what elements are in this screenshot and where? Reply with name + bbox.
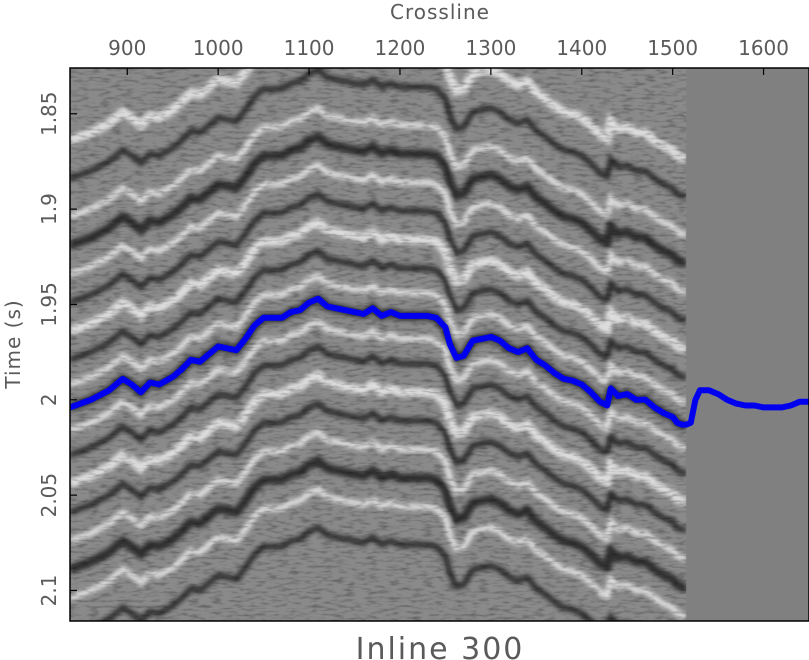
x-tick-label: 1600 — [738, 36, 789, 60]
chart-title: Inline 300 — [356, 632, 525, 660]
y-tick-label: 1.95 — [37, 282, 61, 327]
x-tick-label: 1000 — [193, 36, 244, 60]
x-tick-label: 1200 — [375, 36, 426, 60]
no-data-region — [686, 68, 809, 621]
seismic-section — [70, 68, 809, 621]
y-tick-label: 1.9 — [37, 193, 61, 225]
y-tick-label: 2.05 — [37, 473, 61, 518]
x-axis-title: Crossline — [390, 0, 490, 24]
y-tick-label: 2 — [37, 393, 61, 406]
x-tick-label: 900 — [108, 36, 146, 60]
x-tick-label: 1500 — [647, 36, 698, 60]
plot-frame — [69, 67, 809, 622]
y-tick-label: 1.85 — [37, 91, 61, 136]
x-tick-label: 1400 — [556, 36, 607, 60]
x-tick-label: 1100 — [284, 36, 335, 60]
x-axis-ticks: 900 1000 1100 1200 1300 1400 1500 1600 — [108, 36, 789, 75]
y-axis-title: Time (s) — [1, 299, 25, 389]
y-tick-label: 2.1 — [37, 575, 61, 607]
y-axis-ticks: 1.85 1.9 1.95 2 2.05 2.1 — [37, 91, 77, 606]
picked-horizon-line — [70, 295, 809, 428]
x-tick-label: 1300 — [465, 36, 516, 60]
